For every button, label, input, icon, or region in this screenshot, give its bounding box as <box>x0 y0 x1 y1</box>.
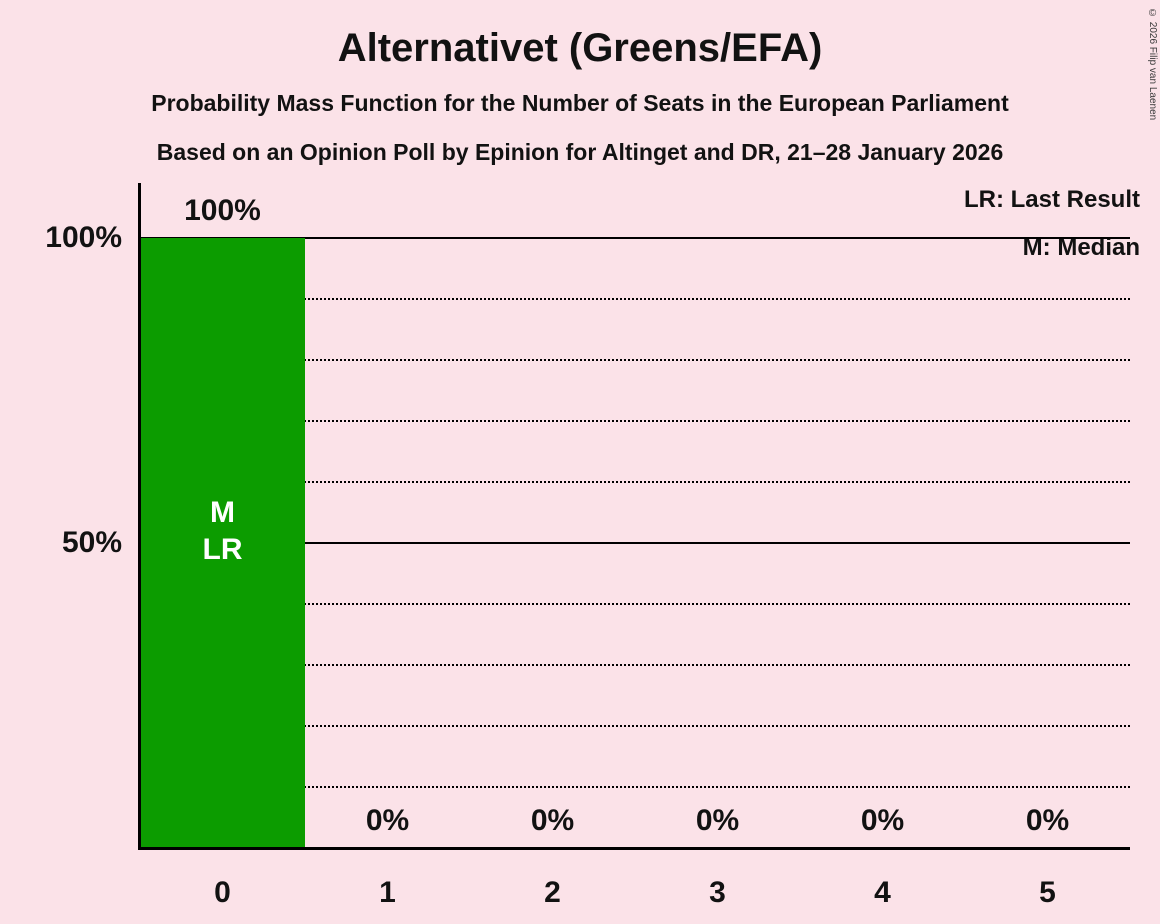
bar-annotation-line: M <box>210 495 235 529</box>
gridline-10-percent <box>140 786 1130 788</box>
gridline-20-percent <box>140 725 1130 727</box>
gridline-60-percent <box>140 481 1130 483</box>
bar-seats-0 <box>140 238 305 848</box>
y-axis-label-100: 100% <box>45 221 122 254</box>
bar-value-label-seats-5: 0% <box>1025 804 1070 837</box>
bar-annotation-line: LR <box>202 532 243 566</box>
chart-title: Alternativet (Greens/EFA) <box>337 26 823 70</box>
gridline-70-percent <box>140 420 1130 422</box>
bar-value-label-seats-3: 0% <box>695 804 740 837</box>
bar-annotation-seats-0: M LR <box>140 494 305 568</box>
copyright-text: © 2026 Filip van Laenen <box>1147 8 1158 121</box>
bar-value-label-seats-0: 100% <box>184 194 261 227</box>
x-axis-tick-label-4: 4 <box>874 876 891 909</box>
bar-value-label-seats-4: 0% <box>860 804 905 837</box>
x-axis-tick-label-1: 1 <box>379 876 396 909</box>
gridline-50-percent <box>140 542 1130 544</box>
bar-value-label-seats-2: 0% <box>530 804 575 837</box>
x-axis-tick-label-2: 2 <box>544 876 561 909</box>
y-axis-line <box>138 183 141 850</box>
gridline-30-percent <box>140 664 1130 666</box>
plot-area: M LR 100% 0 0% 1 0% 2 0% 3 0% 4 0% 5 <box>140 194 1130 909</box>
x-axis-line <box>138 847 1130 850</box>
bar-value-label-seats-1: 0% <box>365 804 410 837</box>
legend-last-result: LR: Last Result <box>963 186 1140 213</box>
gridline-100-percent <box>140 237 1130 239</box>
x-axis-tick-label-5: 5 <box>1039 876 1056 909</box>
gridline-90-percent <box>140 298 1130 300</box>
gridline-80-percent <box>140 359 1130 361</box>
y-axis-label-50: 50% <box>61 526 122 559</box>
gridline-40-percent <box>140 603 1130 605</box>
x-axis-tick-label-0: 0 <box>214 876 231 909</box>
chart-subtitle-pmf: Probability Mass Function for the Number… <box>151 90 1009 116</box>
chart-subtitle-poll-source: Based on an Opinion Poll by Epinion for … <box>156 139 1004 165</box>
x-axis-tick-label-3: 3 <box>709 876 726 909</box>
